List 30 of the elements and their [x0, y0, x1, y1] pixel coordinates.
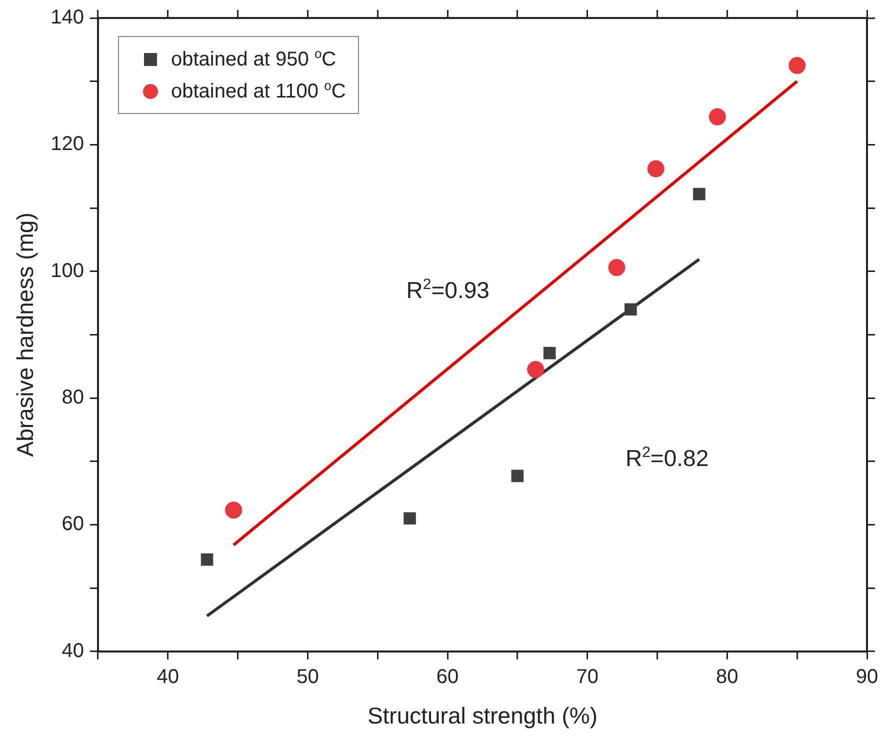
y-tick-label: 100 — [50, 260, 84, 282]
point — [527, 361, 544, 378]
point — [511, 470, 524, 482]
point — [624, 303, 637, 316]
x-tick-label: 60 — [436, 666, 459, 688]
legend-label: obtained at 1100 $^{o}$C — [170, 78, 346, 104]
point — [788, 57, 806, 74]
y-tick-label: 40 — [62, 640, 84, 662]
x-axis-title: Structural strength (%) — [367, 702, 598, 729]
x-tick-label: 70 — [576, 666, 598, 688]
point — [543, 346, 556, 360]
y-tick-label: 80 — [62, 386, 84, 409]
point — [404, 512, 416, 525]
x-tick-label: 80 — [716, 666, 738, 688]
point — [693, 188, 706, 200]
annotation: R$^{2}$=0.82 — [625, 444, 709, 472]
y-axis-title: Abrasive hardness (mg) — [12, 212, 38, 457]
x-tick-label: 90 — [856, 666, 878, 688]
x-tick-label: 40 — [156, 666, 180, 688]
x-tick-label: 50 — [296, 666, 319, 688]
y-tick-label: 140 — [50, 6, 84, 29]
annotation: R$^{2}$=0.93 — [406, 276, 490, 304]
point — [708, 108, 726, 126]
legend-label: obtained at 950 $^{o}$C — [170, 46, 336, 72]
point — [225, 502, 242, 519]
point — [608, 259, 626, 276]
point — [200, 553, 214, 566]
y-tick-label: 60 — [62, 513, 84, 536]
y-tick-label: 120 — [50, 133, 84, 156]
point — [647, 160, 664, 178]
